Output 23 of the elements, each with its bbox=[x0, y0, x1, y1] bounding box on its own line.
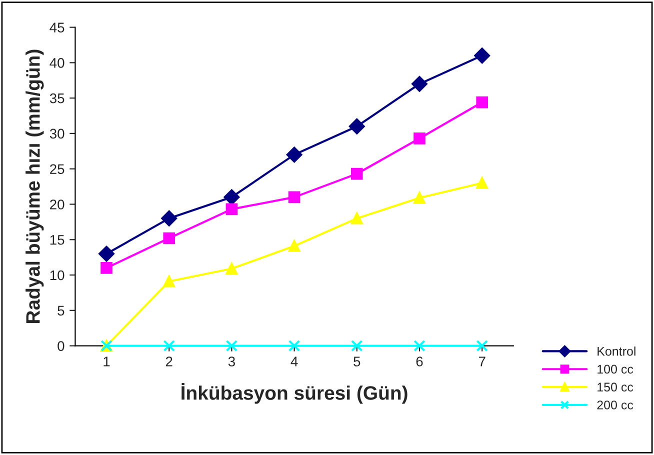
y-tick-label: 20 bbox=[50, 200, 64, 210]
x-axis-title: İnkübasyon süresi (Gün) bbox=[182, 383, 408, 404]
y-tick-label: 5 bbox=[58, 306, 64, 316]
y-tick-label: 10 bbox=[50, 270, 64, 280]
x-tick-label: 2 bbox=[166, 356, 172, 366]
legend-label: 200 cc bbox=[597, 400, 634, 410]
y-tick-label: 30 bbox=[50, 128, 64, 139]
y-tick-label: 40 bbox=[50, 58, 64, 68]
y-tick-label: 35 bbox=[50, 93, 64, 104]
legend-label: 150 cc bbox=[598, 382, 634, 392]
legend-label: 100 cc bbox=[598, 364, 634, 374]
y-axis-title: Radyal büyüme hızı (mm/gün) bbox=[26, 50, 44, 323]
x-tick-label: 4 bbox=[290, 356, 298, 366]
y-tick-label: 0 bbox=[58, 341, 64, 351]
x-tick-label: 3 bbox=[228, 356, 235, 366]
x-tick-label: 6 bbox=[416, 356, 423, 366]
y-tick-label: 25 bbox=[50, 164, 64, 174]
y-tick-label: 15 bbox=[50, 235, 64, 245]
x-tick-label: 1 bbox=[104, 356, 110, 366]
x-tick-label: 5 bbox=[354, 356, 360, 366]
legend-label: Kontrol bbox=[598, 346, 636, 356]
y-tick-label: 45 bbox=[50, 22, 64, 32]
x-tick-label: 7 bbox=[478, 356, 486, 366]
